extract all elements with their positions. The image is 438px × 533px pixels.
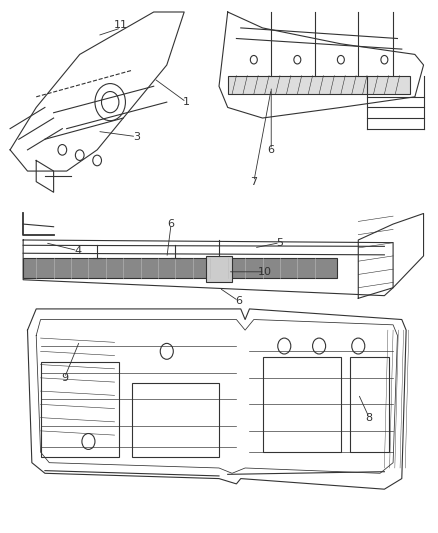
FancyBboxPatch shape bbox=[23, 258, 336, 278]
Text: 11: 11 bbox=[114, 20, 128, 30]
FancyBboxPatch shape bbox=[206, 256, 232, 282]
Text: 7: 7 bbox=[250, 176, 258, 187]
Text: 5: 5 bbox=[276, 238, 283, 248]
FancyBboxPatch shape bbox=[228, 76, 410, 94]
Text: 6: 6 bbox=[268, 145, 275, 155]
Text: 1: 1 bbox=[183, 97, 190, 107]
Text: 4: 4 bbox=[74, 246, 81, 256]
Text: 8: 8 bbox=[366, 413, 373, 423]
Text: 6: 6 bbox=[235, 296, 242, 306]
Text: 3: 3 bbox=[133, 132, 140, 142]
Text: 9: 9 bbox=[61, 373, 68, 383]
Text: 6: 6 bbox=[168, 219, 175, 229]
Text: 10: 10 bbox=[258, 267, 272, 277]
